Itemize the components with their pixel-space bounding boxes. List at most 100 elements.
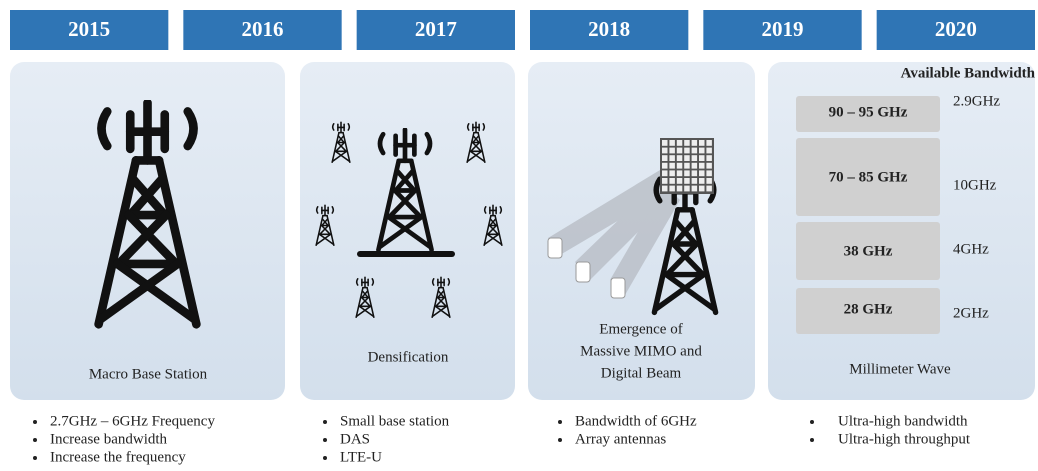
band-bandwidth: 2.9GHz <box>953 93 1000 109</box>
year-box <box>703 10 862 50</box>
array-cell <box>691 147 698 154</box>
bullet <box>323 420 327 424</box>
array-cell <box>662 140 668 146</box>
array-cell <box>669 140 675 146</box>
array-cell <box>662 155 668 161</box>
bullet-text: Small base station <box>340 413 450 429</box>
bullet-text: DAS <box>340 431 370 447</box>
array-cell <box>669 155 675 161</box>
array-cell <box>706 147 712 154</box>
array-cell <box>699 162 705 169</box>
content: Macro Base Station 2.7GHz – 6GHz Frequenc… <box>33 65 1036 465</box>
array-cell <box>691 140 698 146</box>
array-cell <box>706 185 712 192</box>
year-label: 2019 <box>762 17 804 41</box>
array-cell <box>676 147 683 154</box>
band-label: 28 GHz <box>844 301 893 317</box>
band-box <box>796 288 940 334</box>
antenna-array <box>660 138 714 194</box>
bullet-text: Ultra-high throughput <box>838 431 971 447</box>
bullet <box>810 420 814 424</box>
array-cell <box>706 178 712 184</box>
panel-caption: Millimeter Wave <box>849 361 951 377</box>
array-cell <box>662 185 668 192</box>
bullet-text: LTE-U <box>340 449 382 465</box>
array-cell <box>676 155 683 161</box>
array-cell <box>684 170 690 177</box>
array-cell <box>662 170 668 177</box>
year-label: 2020 <box>935 17 977 41</box>
bullet <box>33 420 37 424</box>
array-cell <box>691 185 698 192</box>
array-cell <box>684 162 690 169</box>
array-cell <box>691 170 698 177</box>
bullet-text: Ultra-high bandwidth <box>838 413 968 429</box>
year-bar: 2015 2016 2017 2018 2019 2020 <box>10 10 1035 50</box>
band-bandwidth: 4GHz <box>953 241 989 257</box>
phone <box>547 237 563 259</box>
array-cell <box>706 140 712 146</box>
array-cell <box>706 162 712 169</box>
band-label: 38 GHz <box>844 243 893 259</box>
array-cell <box>662 178 668 184</box>
array-cell <box>699 147 705 154</box>
phone <box>575 261 591 283</box>
beams <box>548 170 680 295</box>
year-box <box>10 10 169 50</box>
bullet <box>558 420 562 424</box>
array-cell <box>669 147 675 154</box>
year-box <box>530 10 689 50</box>
phone <box>610 277 626 299</box>
array-cell <box>699 170 705 177</box>
array-cell <box>706 155 712 161</box>
array-cell <box>676 170 683 177</box>
bandwidth-header: Available Bandwidth <box>901 65 1036 81</box>
panel-caption: Macro Base Station <box>89 366 208 382</box>
panel-caption: Massive MIMO and <box>580 343 702 359</box>
band-box <box>796 138 940 216</box>
array-cell <box>699 155 705 161</box>
bullet-text: Bandwidth of 6GHz <box>575 413 697 429</box>
panel-caption: Densification <box>368 349 449 365</box>
band-bandwidth: 10GHz <box>953 177 997 193</box>
year-label: 2018 <box>588 17 630 41</box>
array-cell <box>699 140 705 146</box>
panel-caption: Digital Beam <box>601 365 682 381</box>
panel-caption: Emergence of <box>599 321 682 337</box>
year-box <box>356 10 515 50</box>
bullet-text: Increase the frequency <box>50 449 186 465</box>
array-cell <box>676 140 683 146</box>
array-cell <box>662 147 668 154</box>
year-label: 2016 <box>242 17 284 41</box>
band-label: 70 – 85 GHz <box>829 169 908 185</box>
bullet-text: 2.7GHz – 6GHz Frequency <box>50 413 215 429</box>
band-bandwidth: 2GHz <box>953 305 989 321</box>
year-box <box>876 10 1035 50</box>
array-cell <box>669 185 675 192</box>
array-cell <box>676 185 683 192</box>
array-cell <box>669 162 675 169</box>
bullet-text: Array antennas <box>575 431 666 447</box>
year-box <box>183 10 342 50</box>
array-cell <box>684 185 690 192</box>
array-cell <box>699 185 705 192</box>
array-cell <box>684 155 690 161</box>
array-cell <box>684 140 690 146</box>
array-cell <box>669 170 675 177</box>
array-cell <box>691 162 698 169</box>
band-label: 90 – 95 GHz <box>829 104 908 120</box>
bullet <box>33 456 37 460</box>
array-cell <box>662 162 668 169</box>
year-label: 2017 <box>415 17 457 41</box>
year-label: 2015 <box>68 17 110 41</box>
array-cell <box>684 147 690 154</box>
bullet-text: Increase bandwidth <box>50 431 168 447</box>
band-box <box>796 222 940 280</box>
array-cell <box>684 178 690 184</box>
bullet <box>323 438 327 442</box>
array-cell <box>676 162 683 169</box>
array-cell <box>699 178 705 184</box>
bullet <box>558 438 562 442</box>
band-box <box>796 96 940 132</box>
